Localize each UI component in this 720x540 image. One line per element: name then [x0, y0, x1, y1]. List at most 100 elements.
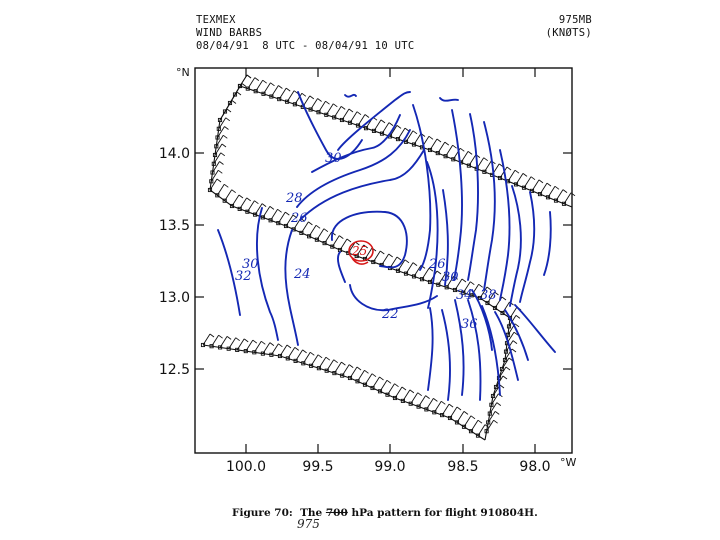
- barb-flag: [219, 161, 224, 165]
- contour-lines: [217, 91, 556, 401]
- barb-staff: [219, 336, 228, 348]
- barb-station: [419, 277, 425, 282]
- barb-station: [355, 379, 360, 384]
- barb-staff: [498, 366, 507, 379]
- barb-flag: [278, 85, 283, 89]
- barb-staff: [523, 176, 532, 188]
- barb-station: [261, 91, 266, 96]
- barb-staff: [364, 373, 373, 385]
- barb-staff: [410, 392, 419, 404]
- barb-flag: [460, 147, 465, 152]
- barb-flag: [302, 349, 307, 354]
- barb-staff: [373, 119, 382, 132]
- barb-staff: [202, 333, 211, 346]
- barb-flag: [325, 356, 331, 361]
- barb-station: [379, 131, 385, 136]
- barb-flag: [218, 169, 223, 174]
- barb-flag: [433, 398, 438, 402]
- highlight-label: 25: [351, 244, 367, 258]
- barb-staff: [394, 386, 403, 399]
- plot-header-left: TEXMEX WIND BARBS 08/04/91 8 UTC - 08/04…: [196, 14, 415, 53]
- barb-staff: [331, 235, 340, 247]
- contour-label: 26: [428, 257, 446, 272]
- barb-station: [269, 94, 274, 99]
- barb-staff: [295, 349, 303, 362]
- barb-flag: [401, 386, 407, 391]
- barb-staff: [486, 419, 494, 432]
- barb-staff: [437, 141, 446, 154]
- barb-staff: [271, 85, 279, 97]
- barb-station: [427, 279, 433, 285]
- barb-station: [252, 350, 257, 355]
- barb-staff: [245, 339, 254, 352]
- barb-staff: [231, 194, 240, 207]
- barb-flag: [502, 375, 508, 380]
- barb-flag: [412, 262, 418, 266]
- barb-flag: [501, 296, 507, 301]
- barb-staff: [387, 383, 395, 395]
- contour-label: 38: [480, 288, 497, 303]
- barb-flag: [470, 281, 475, 286]
- barb-station: [485, 300, 490, 306]
- header-title: TEXMEX: [196, 14, 236, 26]
- barb-station: [411, 142, 417, 147]
- barb-flag: [262, 79, 267, 84]
- barb-flag: [388, 122, 394, 126]
- barb-station: [444, 285, 449, 290]
- contour-label: 36: [461, 317, 478, 332]
- barb-station: [285, 356, 290, 361]
- barb-staff: [262, 206, 271, 218]
- barb-staff: [402, 389, 411, 402]
- barb-flag: [236, 91, 242, 96]
- y-tick-label: 12.5: [159, 362, 190, 378]
- barb-flag: [254, 77, 260, 81]
- barb-station: [277, 97, 282, 102]
- barb-flag: [323, 228, 329, 233]
- barb-station: [330, 244, 335, 249]
- barb-staff: [341, 108, 350, 121]
- header-time-range: 08/04/91 8 UTC - 08/04/91 10 UTC: [196, 40, 415, 52]
- barb-staff: [294, 93, 303, 105]
- barb-staff: [209, 178, 218, 191]
- barb-staff: [501, 357, 510, 370]
- barb-staff: [228, 337, 237, 349]
- y-axis-ticks: [195, 152, 572, 370]
- barb-staff: [302, 352, 311, 364]
- barb-flag: [285, 211, 290, 216]
- barb-flag: [209, 333, 215, 338]
- barb-station: [216, 126, 221, 131]
- barb-staff: [224, 189, 233, 201]
- barb-staff: [446, 276, 455, 288]
- barb-station: [416, 404, 421, 409]
- barb-station: [209, 344, 214, 349]
- barb-staff: [426, 398, 434, 410]
- barb-station: [210, 170, 215, 175]
- barb-staff: [239, 197, 248, 210]
- barb-staff: [316, 228, 325, 240]
- plot-frame: [194, 67, 573, 454]
- barb-station: [324, 368, 329, 373]
- barb-station: [347, 375, 353, 381]
- barb-station: [235, 347, 240, 352]
- barb-flag: [425, 395, 430, 399]
- barb-flag: [412, 130, 418, 135]
- barb-staff: [477, 424, 486, 436]
- barb-flag: [570, 192, 576, 197]
- barb-staff: [531, 179, 540, 192]
- barb-station: [553, 198, 559, 203]
- barb-flag: [309, 95, 315, 100]
- barb-flag: [339, 235, 344, 239]
- barb-flag: [241, 83, 247, 87]
- barb-flag: [238, 194, 244, 199]
- barb-staff: [397, 127, 406, 140]
- barb-flag: [436, 270, 442, 275]
- barb-station: [253, 89, 258, 94]
- barb-station: [545, 195, 551, 200]
- barb-staff: [487, 411, 496, 423]
- barb-staff: [216, 184, 225, 196]
- barb-staff: [456, 411, 465, 423]
- barb-flag: [278, 343, 283, 348]
- barb-flag: [261, 203, 267, 207]
- barb-flag: [483, 157, 488, 162]
